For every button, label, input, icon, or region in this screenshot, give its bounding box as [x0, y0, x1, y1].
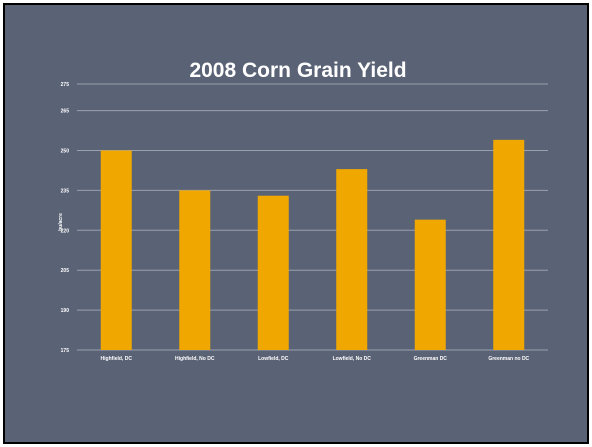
- bar: [336, 169, 368, 350]
- y-tick-label: 265: [61, 109, 70, 115]
- y-tick-label: 275: [61, 82, 70, 88]
- bar: [493, 139, 525, 350]
- bar: [414, 219, 446, 350]
- chart-title: 2008 Corn Grain Yield: [189, 59, 407, 82]
- x-category-label: Lowfield, No DC: [333, 356, 372, 362]
- bar-chart: 175 190 205 220 235 250 265 275 Highfield, DC Hig…: [58, 82, 548, 362]
- y-axis-label: bu/acre: [58, 213, 64, 231]
- y-tick-label: 175: [61, 348, 70, 354]
- chart-slide: 2008 Corn Grain Yield 175 190 205 220 235 250…: [3, 3, 589, 444]
- x-category-label: Greenman DC: [414, 356, 448, 362]
- y-tick-label: 190: [61, 308, 70, 314]
- y-tick-label: 250: [61, 149, 70, 155]
- bar: [179, 190, 211, 350]
- y-tick-label: 205: [61, 268, 70, 274]
- bar: [100, 150, 132, 350]
- x-category-label: Lowfield, DC: [258, 356, 289, 362]
- y-tick-label: 235: [61, 188, 70, 194]
- x-category-label: Highfield, DC: [101, 356, 133, 362]
- y-tick-label: 220: [61, 228, 70, 234]
- x-category-label: Greenman no DC: [488, 356, 529, 362]
- bar: [257, 195, 289, 350]
- x-category-label: Highfield, No DC: [175, 356, 215, 362]
